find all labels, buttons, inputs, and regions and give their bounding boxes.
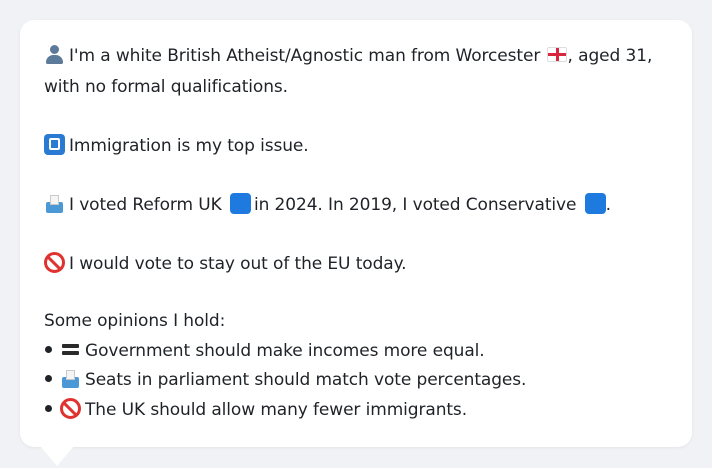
intro-line-2: with no formal qualifications.	[44, 76, 288, 98]
opinions-heading-text: Some opinions I hold:	[44, 311, 226, 331]
ballot-box-icon	[60, 368, 81, 389]
opinion-text: Seats in parliament should match vote pe…	[85, 370, 527, 390]
opinions-heading: Some opinions I hold:	[44, 310, 225, 332]
intro-line-1: I'm a white British Atheist/Agnostic man…	[44, 44, 652, 67]
opinion-text: The UK should allow many fewer immigrant…	[85, 400, 467, 420]
bullet-icon	[45, 346, 52, 353]
top-issue-line: Immigration is my top issue.	[44, 134, 309, 157]
bullet-icon	[45, 375, 52, 382]
opinion-item: The UK should allow many fewer immigrant…	[44, 398, 467, 421]
england-flag-icon	[546, 47, 567, 62]
top-issue-text: Immigration is my top issue.	[69, 136, 309, 156]
bust-in-silhouette-icon	[44, 44, 65, 65]
heavy-equals-icon	[60, 339, 81, 360]
intro-text-a: I'm a white British Atheist/Agnostic man…	[69, 46, 541, 66]
opinion-item: Seats in parliament should match vote pe…	[44, 368, 526, 391]
vote-text-a: I voted Reform UK	[69, 195, 222, 215]
vote-text-c: .	[605, 195, 611, 215]
bullet-icon	[45, 405, 52, 412]
no-entry-icon	[60, 398, 81, 419]
passport-control-icon	[44, 134, 65, 155]
profile-card: I'm a white British Atheist/Agnostic man…	[20, 20, 692, 447]
ballot-box-icon	[44, 193, 65, 214]
eu-text: I would vote to stay out of the EU today…	[69, 254, 407, 274]
opinion-text: Government should make incomes more equa…	[85, 341, 485, 361]
party-color-swatch-icon	[584, 193, 606, 214]
intro-text-line2: with no formal qualifications.	[44, 77, 288, 97]
intro-text-b: , aged 31,	[567, 46, 653, 66]
opinion-item: Government should make incomes more equa…	[44, 339, 485, 362]
eu-line: I would vote to stay out of the EU today…	[44, 252, 407, 275]
vote-text-b: in 2024. In 2019, I voted Conservative	[253, 195, 577, 215]
speech-bubble-tail	[40, 446, 74, 466]
vote-history-line: I voted Reform UK in 2024. In 2019, I vo…	[44, 193, 611, 216]
no-entry-icon	[44, 252, 65, 273]
party-color-swatch-icon	[229, 193, 251, 214]
